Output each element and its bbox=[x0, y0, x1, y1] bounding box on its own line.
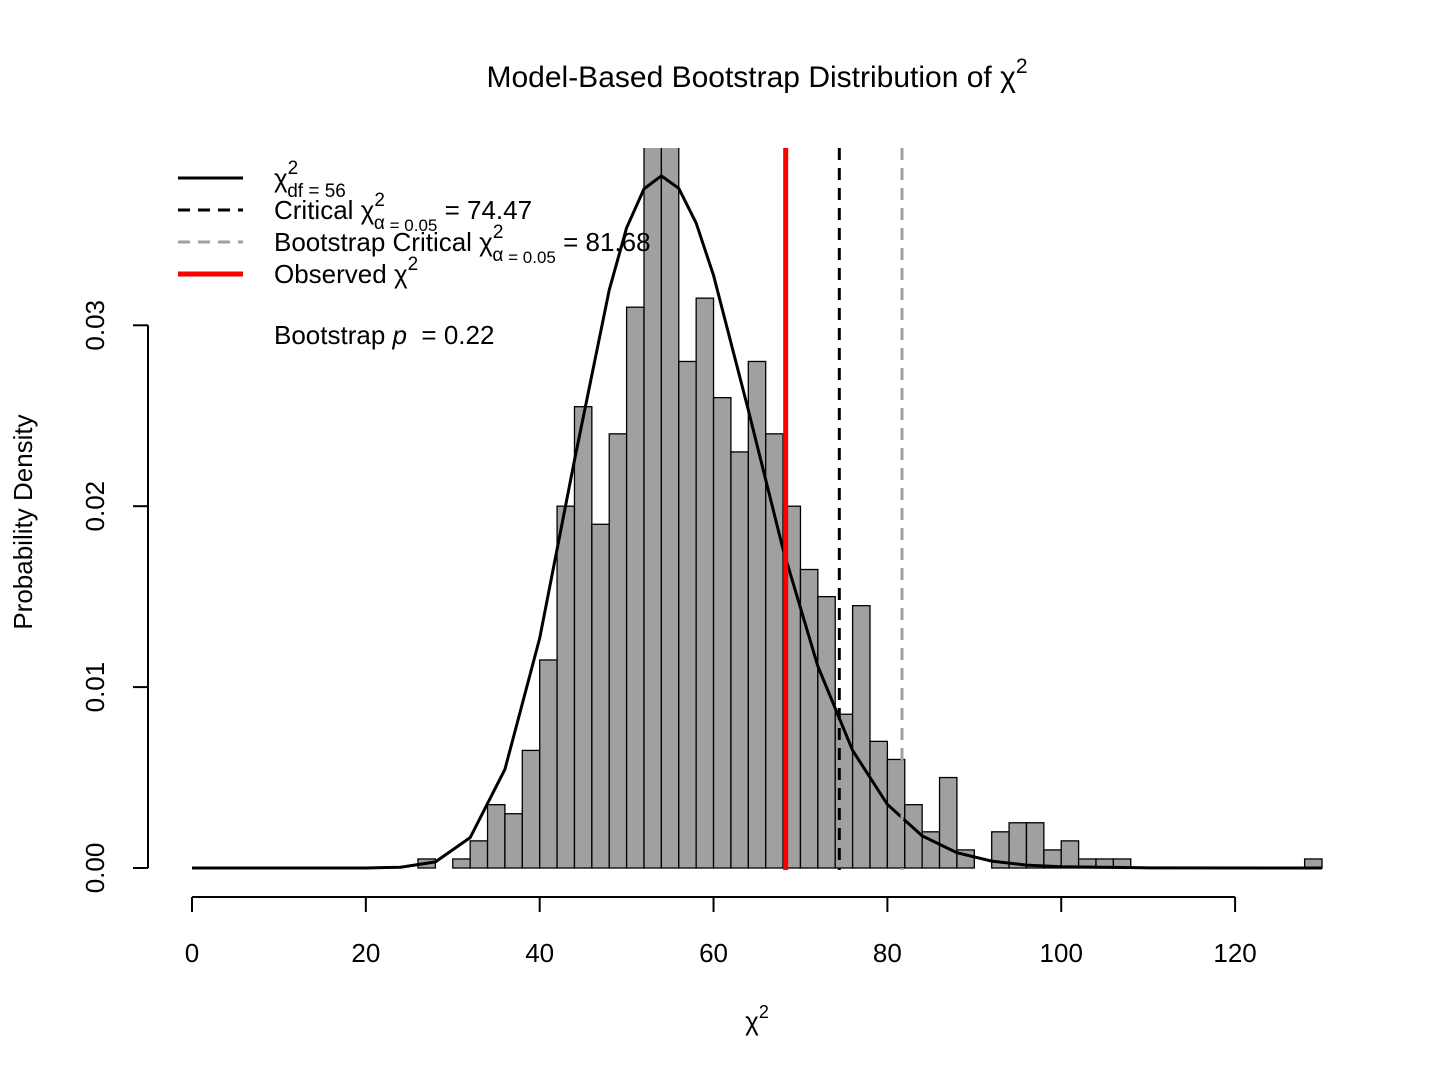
histogram-bar bbox=[938, 776, 958, 869]
text-part: 2 bbox=[374, 190, 385, 211]
x-label-sup: 2 bbox=[759, 1002, 769, 1022]
text-part: Bootstrap bbox=[274, 320, 393, 350]
histogram-bar bbox=[695, 297, 715, 869]
legend-label: Critical χ2 α = 0.05 = 74.47 bbox=[274, 190, 532, 235]
histogram-bar bbox=[851, 605, 871, 869]
histogram-bar bbox=[608, 433, 628, 869]
histogram-bar bbox=[730, 451, 749, 869]
histogram-bar bbox=[869, 740, 889, 869]
text-part: α bbox=[492, 245, 503, 266]
y-tick-label: 0.01 bbox=[80, 662, 110, 713]
y-tick-label: 0.02 bbox=[80, 481, 110, 532]
histogram-bar bbox=[678, 360, 697, 869]
text-part: = 81.68 bbox=[556, 227, 651, 257]
histogram-bar bbox=[660, 148, 680, 869]
text-part: χ bbox=[274, 163, 288, 193]
legend-label: Observed χ2 bbox=[274, 254, 418, 289]
legend-label: χ2 df = 56 bbox=[274, 158, 346, 202]
histogram-bar bbox=[452, 858, 471, 869]
histogram-bar bbox=[1025, 822, 1045, 869]
histogram-bar bbox=[469, 840, 489, 869]
y-tick-label: 0.00 bbox=[80, 843, 110, 894]
plot-area bbox=[192, 148, 1323, 870]
x-tick-label: 80 bbox=[873, 938, 902, 968]
histogram-bar bbox=[712, 396, 732, 869]
histogram-bar bbox=[625, 306, 645, 869]
x-tick-label: 40 bbox=[525, 938, 554, 968]
text-part: Observed χ bbox=[274, 259, 408, 289]
x-label-text: χ bbox=[745, 1006, 759, 1036]
legend-label: Bootstrap Critical χ2 α = 0.05 = 81.68 bbox=[274, 222, 651, 267]
histogram-bar bbox=[1008, 822, 1028, 869]
histogram-bar bbox=[539, 659, 558, 869]
text-part: 2 bbox=[493, 222, 504, 243]
text-part: Critical χ bbox=[274, 195, 375, 225]
histogram-bar bbox=[504, 813, 523, 869]
text-part: = 0.22 bbox=[407, 320, 494, 350]
y-axis-label: Probability Density bbox=[8, 414, 38, 629]
x-tick-label: 0 bbox=[185, 938, 199, 968]
x-tick-label: 20 bbox=[351, 938, 380, 968]
histogram-bar bbox=[643, 148, 663, 869]
histogram-bar bbox=[486, 804, 506, 869]
density-curve bbox=[192, 173, 1323, 870]
axes: 0 20 40 60 80 100 120 0.00 0.01 0.02 0.03 bbox=[80, 300, 1257, 968]
histogram-bar bbox=[573, 406, 593, 869]
histogram-bar bbox=[1060, 840, 1080, 869]
text-part: Bootstrap Critical χ bbox=[274, 227, 493, 257]
title-sup: 2 bbox=[1016, 55, 1028, 78]
histogram-bar bbox=[556, 505, 576, 869]
annotation: Bootstrap p = 0.22 bbox=[274, 320, 494, 350]
histogram-bar bbox=[591, 523, 610, 869]
histogram-bar bbox=[747, 360, 767, 869]
text-part: α bbox=[374, 213, 385, 234]
histogram-bar bbox=[817, 595, 836, 869]
x-tick-label: 100 bbox=[1040, 938, 1083, 968]
text-part: = 0.05 bbox=[503, 248, 555, 267]
histogram-bar bbox=[765, 433, 784, 869]
text-part: p bbox=[392, 320, 407, 350]
histogram-bar bbox=[904, 804, 923, 869]
chart-title: Model-Based Bootstrap Distribution of χ2 bbox=[486, 55, 1027, 94]
x-axis-label: χ2 bbox=[745, 1002, 769, 1036]
x-tick-label: 60 bbox=[699, 938, 728, 968]
text-part: = 74.47 bbox=[437, 195, 532, 225]
title-text: Model-Based Bootstrap Distribution of χ bbox=[486, 61, 1016, 94]
text-part: 2 bbox=[408, 254, 419, 275]
y-tick-label: 0.03 bbox=[80, 300, 110, 351]
text-part: = 0.05 bbox=[385, 216, 437, 235]
histogram-bar bbox=[521, 749, 541, 869]
text-part: df = 56 bbox=[287, 181, 346, 202]
text-part: 2 bbox=[288, 158, 299, 179]
x-tick-label: 120 bbox=[1213, 938, 1256, 968]
